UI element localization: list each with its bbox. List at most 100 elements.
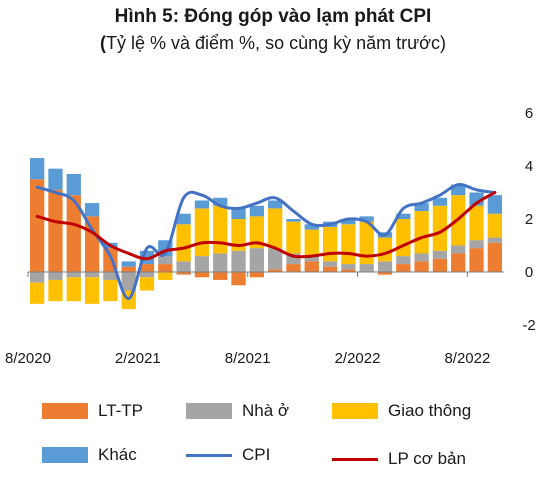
x-tick-label-1: 2/2021 — [115, 350, 161, 367]
bar-lt-tp-19 — [377, 272, 393, 275]
bar-lt-tp-24 — [469, 248, 484, 272]
bar-khac-13 — [268, 200, 283, 209]
y-tick-label-0: -2 — [522, 317, 535, 334]
bar-khac-21 — [414, 203, 429, 212]
bar-giao-thong-8 — [176, 224, 191, 262]
bar-khac-8 — [176, 213, 191, 225]
bar-khac-22 — [432, 197, 448, 206]
bar-khac-23 — [451, 184, 466, 196]
bar-giao-thong-0 — [30, 282, 45, 304]
bar-nha-o-10 — [213, 253, 228, 272]
bar-lt-tp-20 — [396, 264, 411, 272]
bar-nha-o-9 — [194, 256, 210, 272]
bar-giao-thong-19 — [377, 237, 393, 262]
bar-khac-2 — [66, 173, 81, 196]
bar-giao-thong-3 — [84, 277, 100, 304]
bar-lt-tp-13 — [268, 269, 283, 272]
bar-giao-thong-13 — [268, 208, 283, 249]
line-lp-co-ban — [35, 191, 497, 261]
bar-giao-thong-25 — [487, 213, 502, 238]
bar-nha-o-8 — [176, 261, 191, 272]
bar-giao-thong-6 — [139, 277, 155, 291]
bar-lt-tp-7 — [158, 264, 173, 272]
bar-khac-15 — [304, 224, 319, 230]
chart-title: Hình 5: Đóng góp vào lạm phát CPI — [114, 6, 432, 27]
bar-nha-o-2 — [66, 272, 81, 278]
y-tick-label-3: 4 — [525, 158, 533, 175]
bar-nha-o-3 — [84, 272, 100, 278]
bar-khac-10 — [213, 197, 228, 206]
bar-lt-tp-25 — [487, 242, 502, 272]
bar-giao-thong-20 — [396, 219, 411, 257]
bar-lt-tp-11 — [231, 272, 246, 286]
bar-khac-3 — [84, 203, 100, 217]
bar-khac-18 — [359, 216, 374, 222]
bar-lt-tp-17 — [341, 269, 356, 272]
bar-nha-o-7 — [158, 256, 173, 265]
bar-giao-thong-7 — [158, 272, 173, 280]
bar-giao-thong-2 — [66, 277, 81, 302]
bar-giao-thong-21 — [414, 211, 429, 254]
x-axis-labels: 8/2020 2/2021 8/2021 2/2022 8/2022 — [5, 350, 490, 367]
bar-nha-o-20 — [396, 256, 411, 265]
bar-khac-9 — [194, 200, 210, 209]
bar-lt-tp-1 — [48, 189, 63, 272]
bar-nha-o-23 — [451, 245, 466, 254]
x-tick-label-3: 2/2022 — [335, 350, 381, 367]
bar-giao-thong-15 — [304, 229, 319, 257]
bar-khac-11 — [231, 208, 246, 219]
bar-nha-o-4 — [103, 272, 118, 280]
bar-nha-o-0 — [30, 272, 45, 283]
bar-giao-thong-4 — [103, 279, 118, 302]
bar-lt-tp-3 — [84, 216, 100, 272]
bar-lt-tp-12 — [249, 272, 264, 278]
chart-subtitle: (Tỷ lệ % và điểm %, so cùng kỳ năm trước… — [0, 33, 546, 54]
bar-giao-thong-10 — [213, 205, 228, 254]
bar-giao-thong-12 — [249, 216, 264, 249]
bar-nha-o-17 — [341, 264, 356, 270]
bar-khac-0 — [30, 158, 45, 180]
bar-nha-o-14 — [286, 253, 301, 265]
bar-nha-o-16 — [322, 261, 338, 267]
bar-nha-o-1 — [48, 272, 63, 280]
y-tick-label-2: 2 — [525, 211, 533, 228]
bar-lt-tp-2 — [66, 195, 81, 272]
bar-khac-17 — [341, 219, 356, 225]
bar-giao-thong-1 — [48, 279, 63, 302]
bar-nha-o-22 — [432, 250, 448, 259]
subtitle-close-paren: ) — [439, 33, 446, 53]
bar-layer — [30, 158, 502, 310]
bar-lt-tp-14 — [286, 264, 301, 272]
bar-nha-o-21 — [414, 253, 429, 262]
bar-nha-o-5 — [121, 272, 136, 291]
bar-giao-thong-24 — [469, 205, 484, 241]
bar-khac-1 — [48, 168, 63, 190]
bar-nha-o-12 — [249, 248, 264, 272]
y-tick-label-4: 6 — [525, 105, 533, 122]
y-tick-label-1: 0 — [525, 264, 533, 281]
bar-lt-tp-21 — [414, 261, 429, 272]
bar-giao-thong-9 — [194, 208, 210, 257]
bar-khac-12 — [249, 205, 264, 217]
bar-lt-tp-10 — [213, 272, 228, 280]
bar-lt-tp-22 — [432, 258, 448, 272]
line-layer — [35, 182, 497, 300]
bar-lt-tp-9 — [194, 272, 210, 278]
bar-nha-o-13 — [268, 248, 283, 270]
bar-lt-tp-6 — [139, 264, 155, 272]
bar-lt-tp-15 — [304, 261, 319, 272]
bar-khac-25 — [487, 195, 502, 214]
bar-nha-o-6 — [139, 272, 155, 278]
bar-nha-o-11 — [231, 250, 246, 272]
bar-giao-thong-17 — [341, 224, 356, 265]
bar-giao-thong-16 — [322, 226, 338, 262]
y-axis-labels: -2 0 2 4 6 — [522, 105, 535, 334]
bar-nha-o-18 — [359, 264, 374, 272]
bar-giao-thong-18 — [359, 221, 374, 265]
bar-giao-thong-14 — [286, 221, 301, 254]
bar-lt-tp-0 — [30, 179, 45, 272]
bar-nha-o-24 — [469, 240, 484, 249]
bar-giao-thong-22 — [432, 205, 448, 251]
bar-khac-14 — [286, 219, 301, 222]
